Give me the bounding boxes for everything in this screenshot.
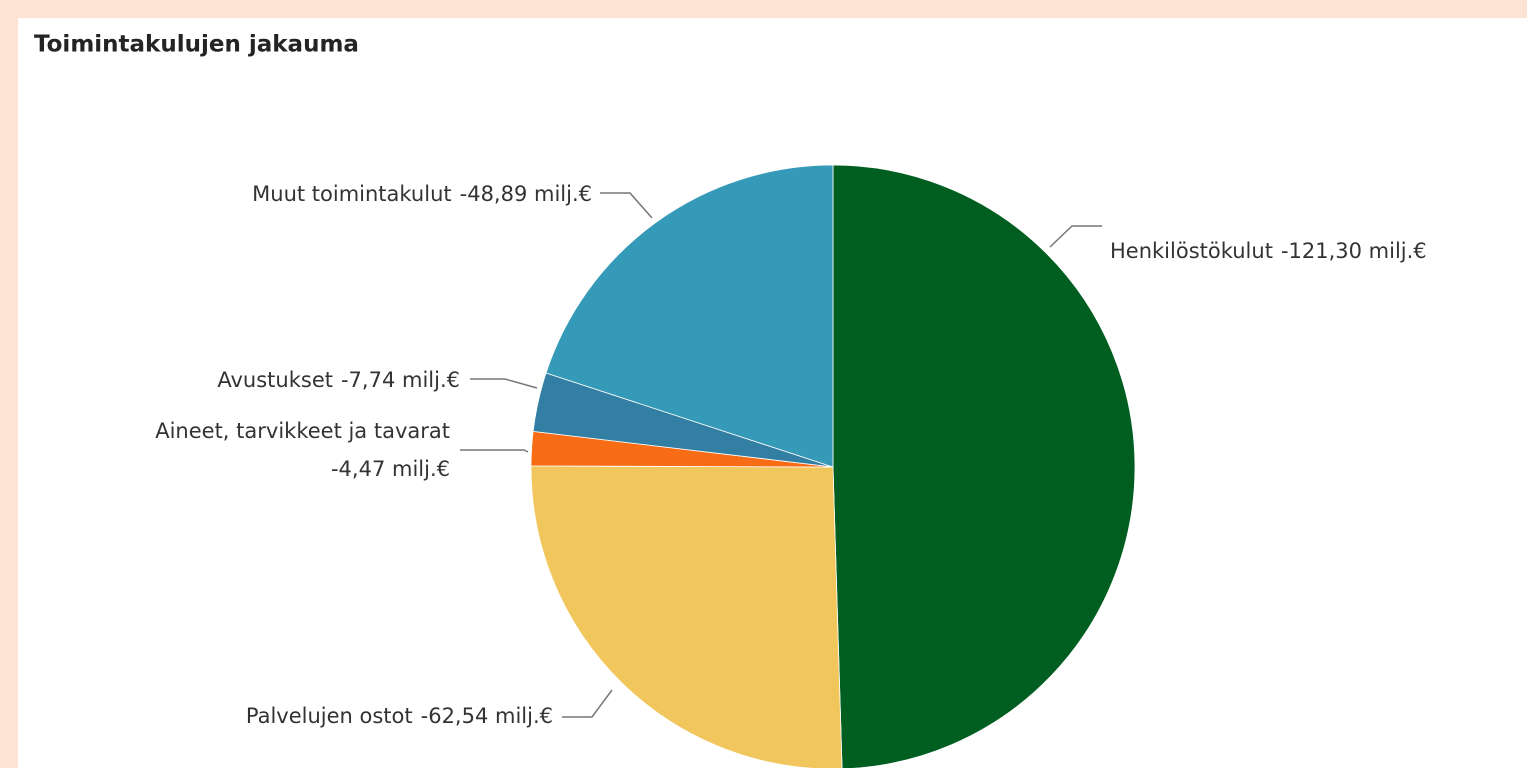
labels: Henkilöstökulut -121,30 milj.€ Palvelujen … [155, 182, 1426, 728]
leader-line [562, 689, 613, 718]
slice-value-label: -121,30 milj.€ [1281, 239, 1427, 263]
pie-slice [832, 164, 1136, 768]
pie-slice [545, 164, 834, 468]
slice-label: Palvelujen ostot [246, 704, 413, 728]
slice-label-group: Henkilöstökulut -121,30 milj.€ [1110, 239, 1427, 263]
slice-label: Avustukset [217, 368, 333, 392]
leader-line [1049, 225, 1102, 248]
slice-label-group: Muut toimintakulut -48,89 milj.€ [252, 182, 592, 206]
slice-label-group: Avustukset -7,74 milj.€ [217, 368, 460, 392]
slice-value-label: -48,89 milj.€ [460, 182, 592, 206]
leader-line [600, 192, 653, 219]
chart-title: Toimintakulujen jakauma [34, 32, 359, 58]
pie-slice [530, 465, 843, 768]
slice-label-group: Palvelujen ostot -62,54 milj.€ [246, 704, 553, 728]
slice-value-label: -4,47 milj.€ [331, 457, 450, 481]
slices [530, 164, 1136, 768]
leader-line [460, 449, 529, 453]
leader-line [470, 378, 538, 389]
slice-label: Muut toimintakulut [252, 182, 451, 206]
slice-label: Aineet, tarvikkeet ja tavarat [155, 419, 450, 443]
slice-label: Henkilöstökulut [1110, 239, 1273, 263]
slice-value-label: -7,74 milj.€ [341, 368, 460, 392]
slice-value-label: -62,54 milj.€ [421, 704, 553, 728]
